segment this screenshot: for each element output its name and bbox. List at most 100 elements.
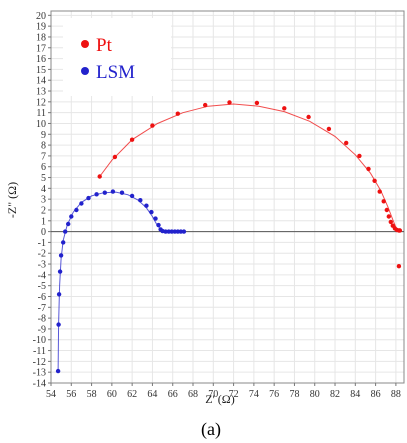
y-tick-label: -12	[33, 357, 46, 368]
y-tick-label: -1	[38, 238, 46, 249]
figure-caption: (a)	[201, 419, 221, 440]
legend-marker-pt	[81, 40, 89, 48]
data-points	[55, 100, 403, 374]
data-point-pt	[386, 214, 391, 219]
x-tick-label: 64	[147, 389, 157, 400]
data-point-lsm	[169, 229, 174, 234]
y-tick-label: -4	[38, 270, 46, 281]
y-tick-label: -8	[38, 314, 46, 325]
data-point-lsm	[62, 229, 68, 234]
data-point-lsm	[149, 209, 154, 215]
plot-frame	[50, 10, 405, 384]
y-tick-label: -6	[38, 292, 46, 303]
data-point-lsm	[74, 207, 79, 213]
y-tick-label: 13	[36, 87, 46, 98]
data-point-lsm	[58, 253, 64, 258]
x-tick-label: 80	[310, 389, 320, 400]
data-point-lsm	[138, 198, 143, 203]
data-point-pt	[326, 126, 332, 132]
y-tick-label: 2	[41, 205, 46, 216]
data-point-lsm	[119, 190, 125, 195]
legend-label-lsm: LSM	[96, 62, 135, 83]
data-point-pt	[384, 207, 389, 213]
data-point-pt	[112, 154, 118, 160]
x-tick-label: 70	[208, 389, 218, 400]
data-point-lsm	[181, 229, 187, 234]
data-point-pt	[227, 100, 232, 105]
x-tick-label: 88	[391, 389, 401, 400]
legend-marker-lsm	[81, 67, 89, 75]
data-point-lsm	[94, 192, 99, 197]
fit-line-lsm	[57, 191, 183, 373]
data-point-lsm	[102, 190, 108, 195]
x-tick-label: 72	[229, 389, 239, 400]
data-point-lsm	[55, 368, 61, 374]
data-point-pt	[97, 174, 102, 179]
data-point-pt	[175, 111, 180, 116]
y-tick-label: 14	[36, 76, 46, 87]
legend-label-pt: Pt	[96, 35, 113, 56]
y-tick-label: 4	[41, 184, 46, 195]
y-tick-label: -3	[38, 260, 46, 271]
y-tick-label: 16	[36, 54, 46, 65]
y-tick-label: -14	[33, 379, 46, 390]
x-tick-label: 76	[269, 389, 279, 400]
y-tick-label: -5	[38, 281, 46, 292]
y-tick-label: -9	[38, 324, 46, 335]
data-point-pt	[397, 228, 403, 233]
y-tick-label: 9	[41, 130, 46, 141]
data-point-lsm	[129, 193, 135, 199]
data-point-pt	[396, 264, 402, 269]
y-tick-label: 15	[36, 65, 46, 76]
data-point-lsm	[178, 229, 183, 234]
data-point-pt	[381, 199, 386, 204]
y-tick-label: 1	[41, 216, 46, 227]
x-tick-label: 56	[66, 389, 76, 400]
y-tick-label: 10	[36, 119, 46, 130]
fit-line-pt	[99, 103, 401, 233]
plot-border	[50, 10, 405, 384]
data-point-pt	[357, 153, 362, 159]
x-tick-label: 62	[127, 389, 137, 400]
fit-curves	[57, 103, 401, 373]
y-axis-ticks: 20191817161514131211109876543210-1-2-3-4…	[33, 11, 51, 390]
x-tick-label: 84	[350, 389, 360, 400]
y-tick-label: -7	[38, 303, 46, 314]
x-tick-label: 60	[107, 389, 117, 400]
y-tick-label: -10	[33, 335, 46, 346]
data-point-lsm	[66, 221, 71, 227]
data-point-lsm	[79, 201, 84, 206]
data-point-lsm	[110, 189, 116, 194]
y-tick-label: 11	[36, 108, 46, 119]
x-tick-label: 74	[249, 389, 259, 400]
x-tick-label: 66	[168, 389, 178, 400]
y-tick-label: 18	[36, 32, 46, 43]
data-point-lsm	[57, 269, 63, 274]
data-point-pt	[282, 106, 287, 111]
data-point-lsm	[153, 216, 158, 221]
y-tick-label: -2	[38, 249, 46, 260]
data-point-pt	[129, 137, 135, 142]
y-tick-label: 19	[36, 22, 46, 33]
data-point-pt	[344, 140, 349, 146]
y-tick-label: 8	[41, 141, 46, 152]
y-tick-label: -13	[33, 368, 46, 379]
y-tick-label: 6	[41, 162, 46, 173]
y-tick-label: 3	[41, 195, 46, 206]
x-tick-label: 58	[87, 389, 97, 400]
data-point-lsm	[56, 322, 61, 327]
y-axis-title: -Z" (Ω)	[5, 182, 19, 218]
data-point-pt	[377, 189, 382, 194]
x-axis-title: Z' (Ω)	[205, 392, 234, 406]
y-tick-label: 7	[41, 151, 46, 162]
data-point-pt	[388, 219, 393, 225]
x-tick-label: 54	[46, 389, 56, 400]
y-tick-label: 5	[41, 173, 46, 184]
data-point-pt	[203, 102, 208, 108]
data-point-pt	[254, 100, 260, 106]
data-point-lsm	[163, 229, 168, 234]
y-tick-label: 20	[36, 11, 46, 22]
y-tick-label: -11	[33, 346, 46, 357]
x-tick-label: 68	[188, 389, 198, 400]
